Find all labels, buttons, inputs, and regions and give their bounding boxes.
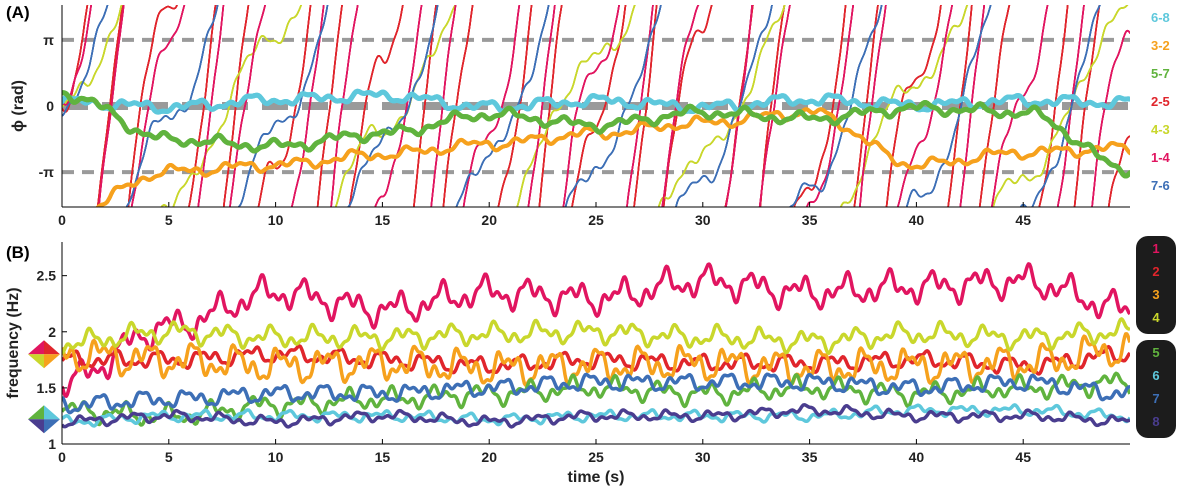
frequency-x-tick-label: 10 — [268, 449, 284, 465]
phase-legend-entry: 7-6 — [1151, 178, 1170, 193]
frequency-series-group — [62, 262, 1130, 429]
phase-series-7-6 — [62, 5, 1101, 207]
phase-x-tick-label: 40 — [909, 212, 925, 228]
phase-x-tick-label: 25 — [588, 212, 604, 228]
phase-legend-entry: 4-3 — [1151, 122, 1170, 137]
phase-x-tick-label: 20 — [481, 212, 497, 228]
frequency-series-3 — [62, 332, 1130, 387]
frequency-x-tick-label: 30 — [695, 449, 711, 465]
frequency-x-tick-label: 0 — [58, 449, 66, 465]
phase-x-ticks: 0 5 10 15 20 25 30 35 40 45 — [58, 202, 1031, 228]
frequency-x-ticks: 0 5 10 15 20 25 30 35 40 45 — [58, 439, 1031, 465]
marker-triangle — [28, 419, 44, 434]
oscillator-legend-entry: 5 — [1152, 345, 1159, 360]
oscillator-legend-entry: 4 — [1152, 310, 1160, 325]
phase-legend: 6-8 3-2 5-7 2-5 4-3 1-4 7-6 — [1151, 10, 1171, 193]
frequency-series-7 — [62, 372, 1130, 415]
oscillator-legend: 1 2 3 4 5 6 7 8 — [1136, 236, 1176, 438]
phase-series-group — [62, 5, 1130, 207]
phase-y-tick-label: π — [43, 32, 54, 48]
frequency-series-6 — [62, 403, 1130, 428]
marker-triangle — [44, 340, 60, 355]
phase-y-tick-label: 0 — [46, 98, 54, 114]
phase-y-ticks: π 0 -π — [39, 32, 55, 180]
phase-legend-entry: 2-5 — [1151, 94, 1170, 109]
frequency-series-8 — [62, 403, 1130, 429]
phase-series-6-8 — [62, 88, 1130, 115]
frequency-group-marker — [28, 405, 60, 434]
phase-legend-entry: 6-8 — [1151, 10, 1170, 25]
frequency-series-4 — [62, 317, 1130, 355]
frequency-group-marker — [28, 340, 60, 369]
frequency-x-tick-label: 40 — [909, 449, 925, 465]
phase-y-axis-label: ϕ (rad) — [10, 80, 27, 132]
frequency-x-tick-label: 15 — [375, 449, 391, 465]
marker-triangle — [44, 419, 60, 434]
marker-triangle — [28, 354, 44, 369]
phase-x-tick-label: 5 — [165, 212, 173, 228]
oscillator-legend-entry: 6 — [1152, 368, 1159, 383]
frequency-side-markers — [28, 340, 60, 434]
marker-triangle — [28, 405, 44, 420]
phase-series-5-7 — [62, 90, 1130, 179]
frequency-y-tick-label: 2.5 — [37, 268, 57, 284]
panel-b-letter: (B) — [6, 243, 30, 262]
oscillator-legend-entry: 1 — [1152, 241, 1159, 256]
phase-x-tick-label: 10 — [268, 212, 284, 228]
oscillator-legend-box — [1136, 236, 1176, 334]
phase-x-tick-label: 30 — [695, 212, 711, 228]
phase-y-tick-label: -π — [39, 164, 55, 180]
phase-panel: 0 5 10 15 20 25 30 35 40 45 π 0 -π ϕ (rad) 6-8 3-2 5-… — [10, 5, 1171, 228]
frequency-panel: 0 5 10 15 20 25 30 35 40 45 11.522.5 frequency (H… — [5, 236, 1176, 486]
oscillator-legend-entry: 8 — [1152, 414, 1159, 429]
frequency-y-tick-label: 1 — [48, 436, 56, 452]
oscillator-legend-entry: 7 — [1152, 391, 1159, 406]
marker-triangle — [28, 340, 44, 355]
frequency-x-tick-label: 20 — [481, 449, 497, 465]
phase-legend-entry: 5-7 — [1151, 66, 1170, 81]
frequency-y-axis-label: frequency (Hz) — [5, 287, 22, 398]
frequency-x-tick-label: 25 — [588, 449, 604, 465]
frequency-x-tick-label: 35 — [802, 449, 818, 465]
frequency-x-tick-label: 45 — [1015, 449, 1031, 465]
frequency-x-tick-label: 5 — [165, 449, 173, 465]
frequency-series-5 — [62, 371, 1130, 427]
oscillator-legend-entry: 3 — [1152, 287, 1159, 302]
frequency-y-ticks: 1 1.5 2 2.5 — [37, 268, 67, 452]
oscillator-legend-box — [1136, 340, 1176, 438]
phase-x-tick-label: 45 — [1015, 212, 1031, 228]
marker-triangle — [44, 354, 60, 369]
phase-x-tick-label: 0 — [58, 212, 66, 228]
oscillator-legend-entry: 2 — [1152, 264, 1159, 279]
marker-triangle — [44, 405, 60, 420]
phase-legend-entry: 3-2 — [1151, 38, 1170, 53]
panel-a-letter: (A) — [6, 3, 30, 22]
frequency-y-tick-label: 2 — [48, 324, 56, 340]
frequency-series-1 — [62, 262, 1130, 398]
frequency-y-tick-label: 1.5 — [37, 380, 57, 396]
phase-legend-entry: 1-4 — [1151, 150, 1171, 165]
time-x-axis-label: time (s) — [568, 469, 625, 486]
phase-x-tick-label: 15 — [375, 212, 391, 228]
phase-x-tick-label: 35 — [802, 212, 818, 228]
